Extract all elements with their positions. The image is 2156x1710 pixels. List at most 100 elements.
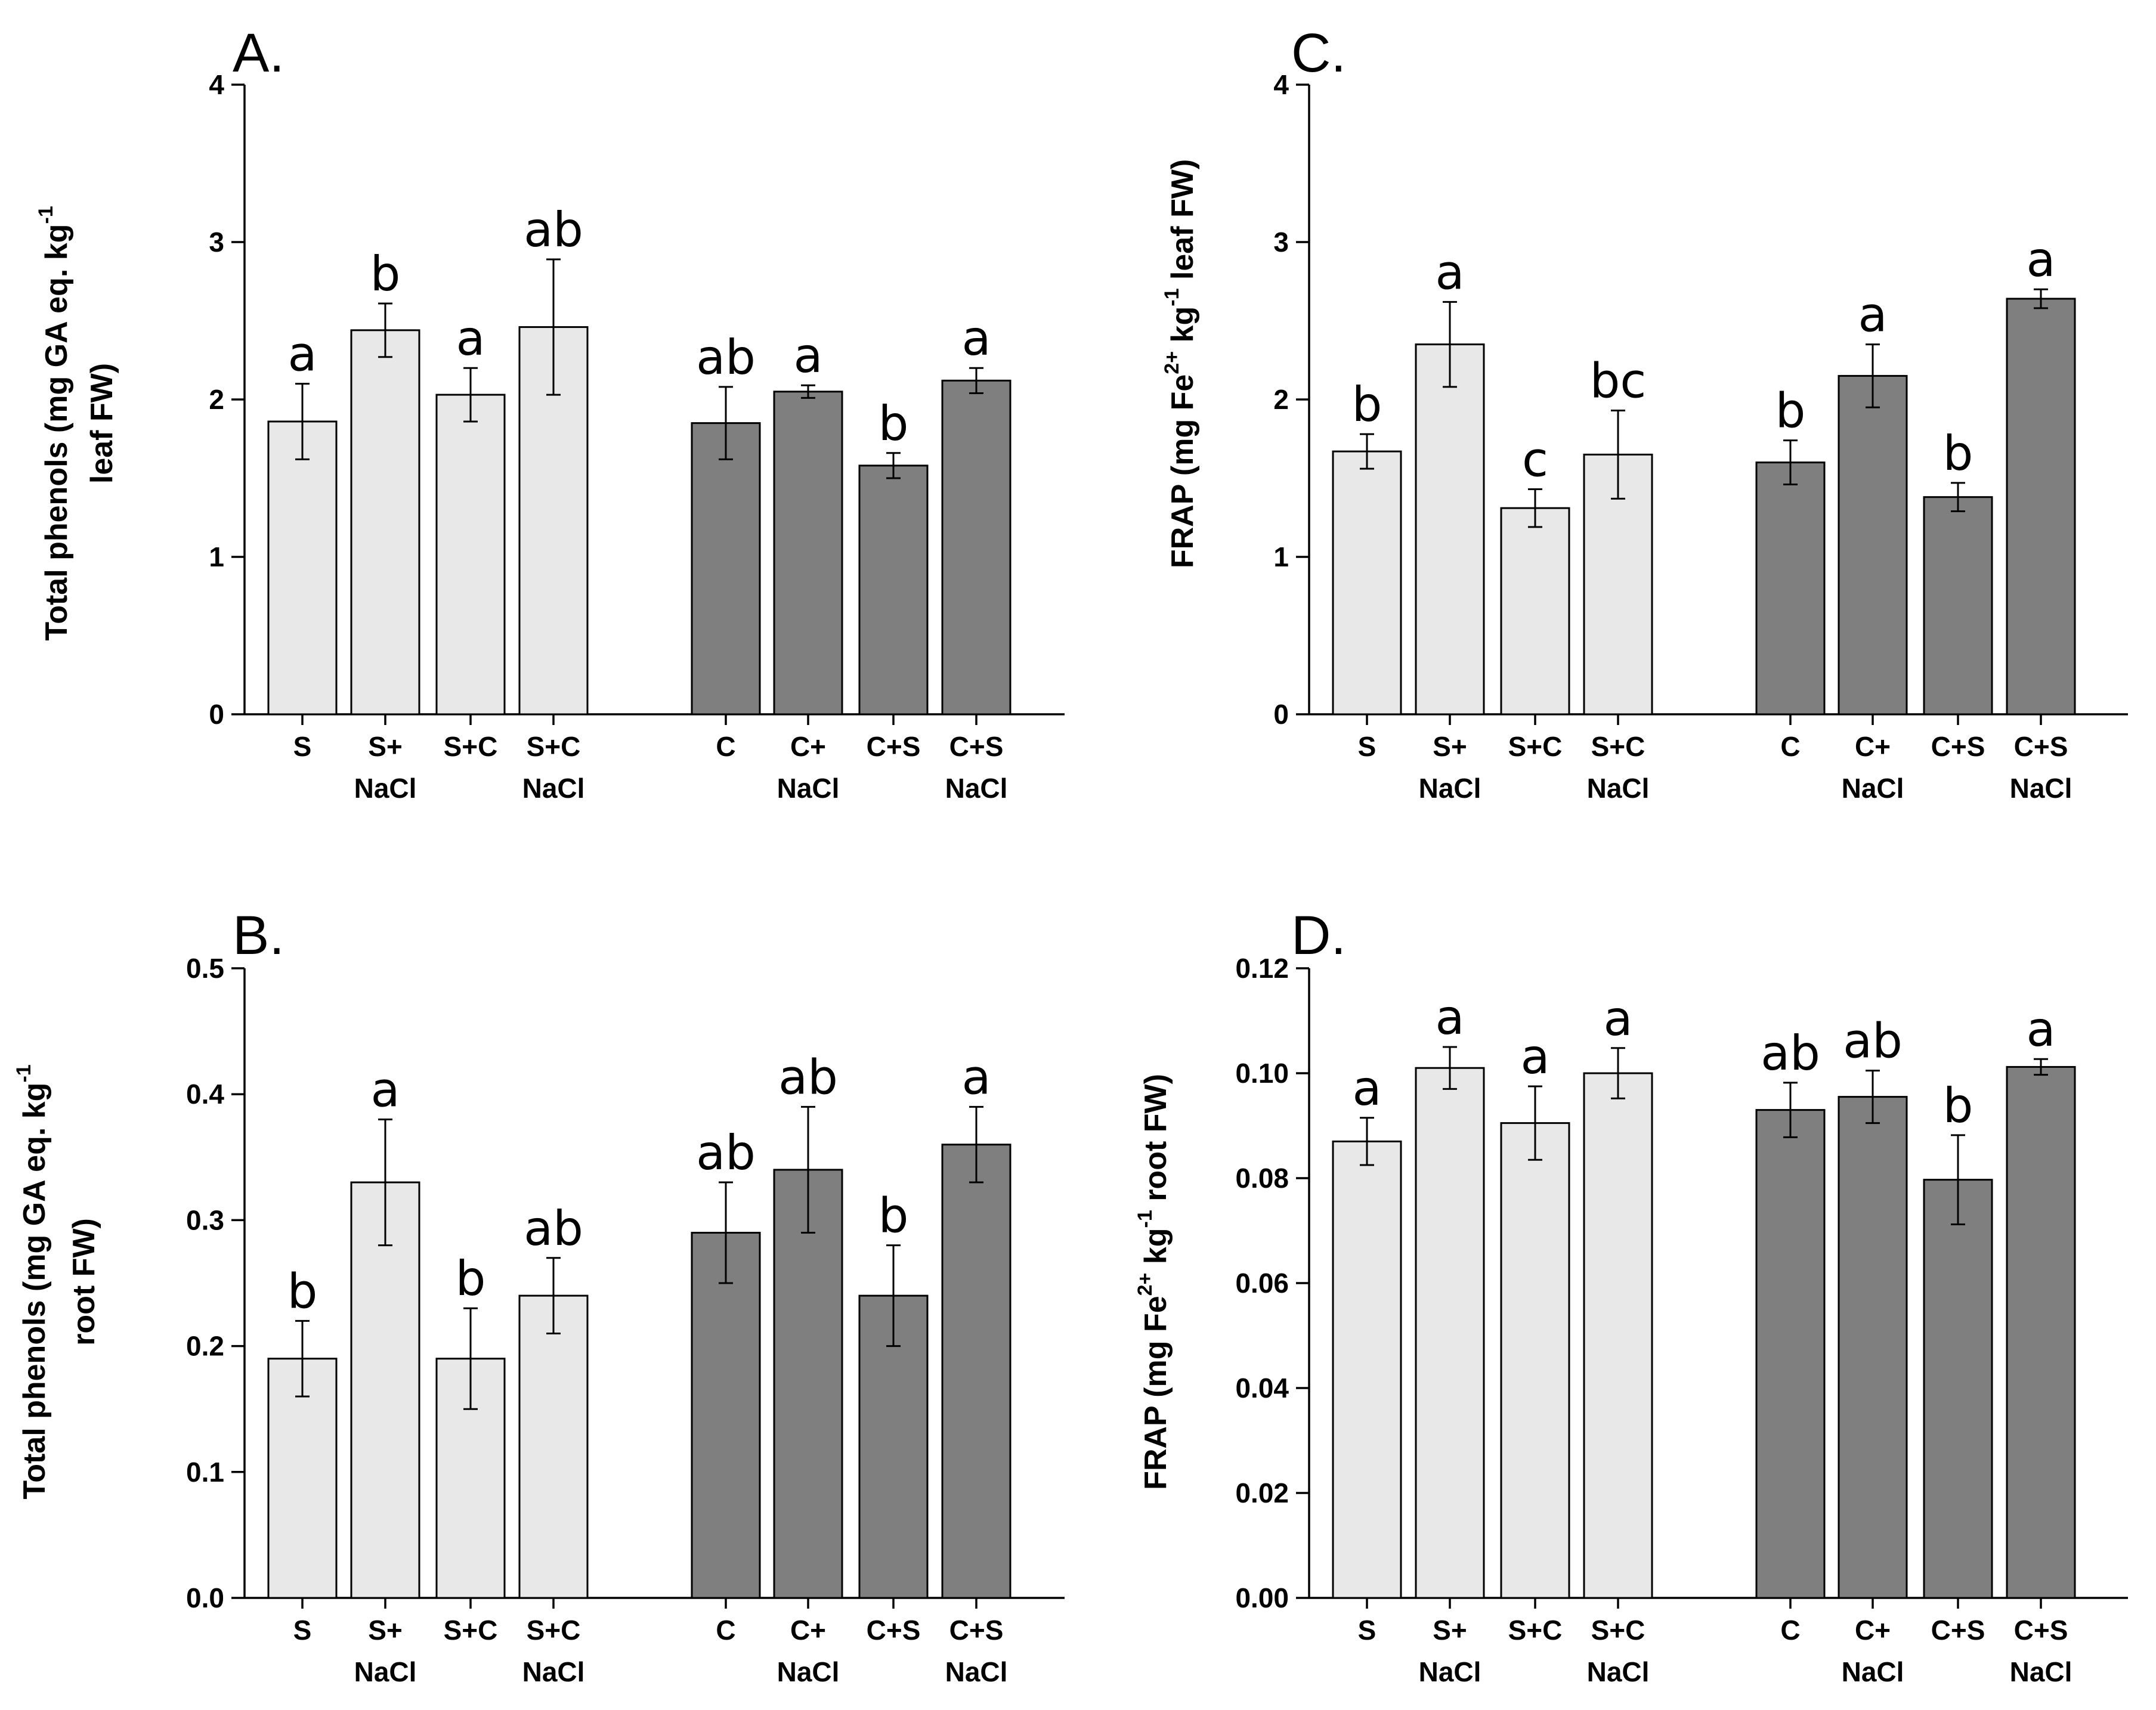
- bar: [435, 394, 506, 715]
- y-tick-label: 0.04: [1235, 1373, 1289, 1404]
- bar: [1415, 1067, 1485, 1599]
- bar: [267, 420, 338, 715]
- x-tick-label-line2: NaCl: [522, 773, 585, 804]
- x-tick-label: S+: [368, 1615, 403, 1646]
- significance-letter: ab: [778, 1049, 838, 1105]
- panel-label: C.: [1291, 23, 1346, 83]
- x-tick-label: C+S: [2014, 1615, 2068, 1646]
- bar: [1838, 374, 1908, 715]
- y-tick-label: 0.1: [186, 1457, 224, 1488]
- significance-letter: ab: [696, 1125, 756, 1181]
- x-tick-label: S+: [1433, 1615, 1467, 1646]
- significance-letter: a: [1435, 990, 1464, 1045]
- bar: [350, 1181, 420, 1599]
- x-tick-label: S+C: [1591, 1615, 1645, 1646]
- x-tick-label-line2: NaCl: [945, 1656, 1008, 1687]
- x-tick-label-line2: NaCl: [945, 773, 1008, 804]
- significance-letter: b: [1943, 426, 1974, 481]
- y-axis-label-text: Total phenols (mg GA eq. kg: [17, 1083, 52, 1500]
- x-tick-label: C+S: [2014, 731, 2068, 762]
- x-tick-label-line2: NaCl: [2010, 1656, 2073, 1687]
- panel-label: A.: [233, 23, 284, 83]
- x-tick-label: S+C: [1508, 731, 1563, 762]
- x-tick-label: C: [716, 731, 735, 762]
- x-tick-label: C+: [790, 731, 826, 762]
- y-axis-label: Total phenols (mg GA eq. kg-1: [13, 1064, 52, 1499]
- bar: [691, 422, 761, 715]
- significance-letter: b: [1352, 377, 1382, 432]
- significance-letter: b: [370, 246, 401, 302]
- x-tick-label: S+C: [444, 1615, 498, 1646]
- x-tick-label-line2: NaCl: [354, 773, 417, 804]
- x-tick-label: S: [1358, 1615, 1377, 1646]
- x-tick-label: C+S: [949, 1615, 1004, 1646]
- y-axis-label: FRAP (mg Fe2+ kg-1 root FW): [1134, 1074, 1173, 1490]
- significance-letter: a: [793, 328, 822, 383]
- bar: [773, 391, 843, 715]
- x-tick-label: S+: [1433, 731, 1467, 762]
- y-axis-label-superscript-2: -1: [1161, 289, 1183, 306]
- significance-letter: ab: [1761, 1026, 1820, 1081]
- significance-letter: a: [1352, 1061, 1381, 1116]
- chart-panel-b: 0.00.10.20.30.40.5bSaS+NaClbS+CabS+CNaCl…: [13, 905, 1065, 1687]
- y-axis-label-text-2: kg: [1139, 1228, 1173, 1272]
- x-tick-label-line2: NaCl: [522, 1656, 585, 1687]
- y-tick-label: 1: [209, 541, 224, 572]
- y-axis-label-line2: leaf FW): [85, 363, 119, 484]
- x-tick-label: C: [716, 1615, 735, 1646]
- bar: [773, 1169, 843, 1599]
- bar: [1755, 1109, 1826, 1599]
- significance-letter: a: [1858, 287, 1887, 343]
- bar: [267, 1358, 338, 1599]
- x-tick-label: C+S: [1931, 1615, 1985, 1646]
- x-tick-label: S: [293, 731, 312, 762]
- panel-label: D.: [1291, 905, 1346, 966]
- y-tick-label: 0.10: [1235, 1058, 1289, 1089]
- bar: [1415, 343, 1485, 715]
- y-axis-label-text-3: leaf FW): [1165, 159, 1200, 289]
- bar: [858, 464, 929, 715]
- significance-letter: a: [961, 311, 991, 366]
- y-axis-label-superscript: 2+: [1161, 351, 1183, 374]
- y-axis-label-text: FRAP (mg Fe: [1165, 374, 1200, 569]
- y-tick-label: 0.3: [186, 1204, 224, 1235]
- y-axis-label-text: FRAP (mg Fe: [1139, 1296, 1173, 1490]
- bar: [1583, 1072, 1653, 1599]
- bar: [1923, 496, 1993, 715]
- y-tick-label: 0.0: [186, 1582, 224, 1613]
- y-tick-label: 4: [209, 69, 224, 100]
- x-tick-label: S: [1358, 731, 1377, 762]
- y-tick-label: 0.06: [1235, 1268, 1289, 1299]
- x-tick-label: S+C: [527, 731, 581, 762]
- x-tick-label-line2: NaCl: [1842, 773, 1904, 804]
- significance-letter: a: [2026, 232, 2055, 287]
- x-tick-label-line2: NaCl: [777, 773, 840, 804]
- chart-panel-c: 0 1 2 3 4 b Sa S+ NaCl c S+C bc S+C NaCl b Ca C+ NaCl b C+S…: [1161, 23, 2128, 804]
- significance-letter: b: [287, 1263, 318, 1319]
- significance-letter: b: [456, 1251, 486, 1306]
- x-tick-label: S+C: [1591, 731, 1645, 762]
- y-tick-label: 0.2: [186, 1331, 224, 1362]
- significance-letter: b: [879, 1188, 909, 1244]
- y-axis-label-superscript: -1: [35, 206, 57, 224]
- x-tick-label: C: [1780, 731, 1800, 762]
- bar: [1500, 1122, 1570, 1599]
- bar: [941, 1144, 1012, 1599]
- bar: [2006, 1065, 2076, 1599]
- significance-letter: ab: [524, 1201, 583, 1256]
- x-tick-label: S+: [368, 731, 403, 762]
- significance-letter: a: [1520, 1029, 1549, 1085]
- significance-letter: ab: [1843, 1014, 1903, 1069]
- y-tick-label: 0.02: [1235, 1477, 1289, 1508]
- y-tick-label: 0: [1273, 699, 1289, 730]
- bar: [2006, 298, 2076, 715]
- x-tick-label: C+S: [1931, 731, 1985, 762]
- bar: [941, 379, 1012, 715]
- y-axis-label: FRAP (mg Fe2+ kg-1 leaf FW): [1161, 159, 1200, 568]
- x-tick-label: C+: [1855, 731, 1891, 762]
- bar: [518, 1294, 589, 1599]
- significance-letter: a: [961, 1049, 991, 1105]
- x-tick-label-line2: NaCl: [777, 1656, 840, 1687]
- bar: [1332, 1140, 1402, 1599]
